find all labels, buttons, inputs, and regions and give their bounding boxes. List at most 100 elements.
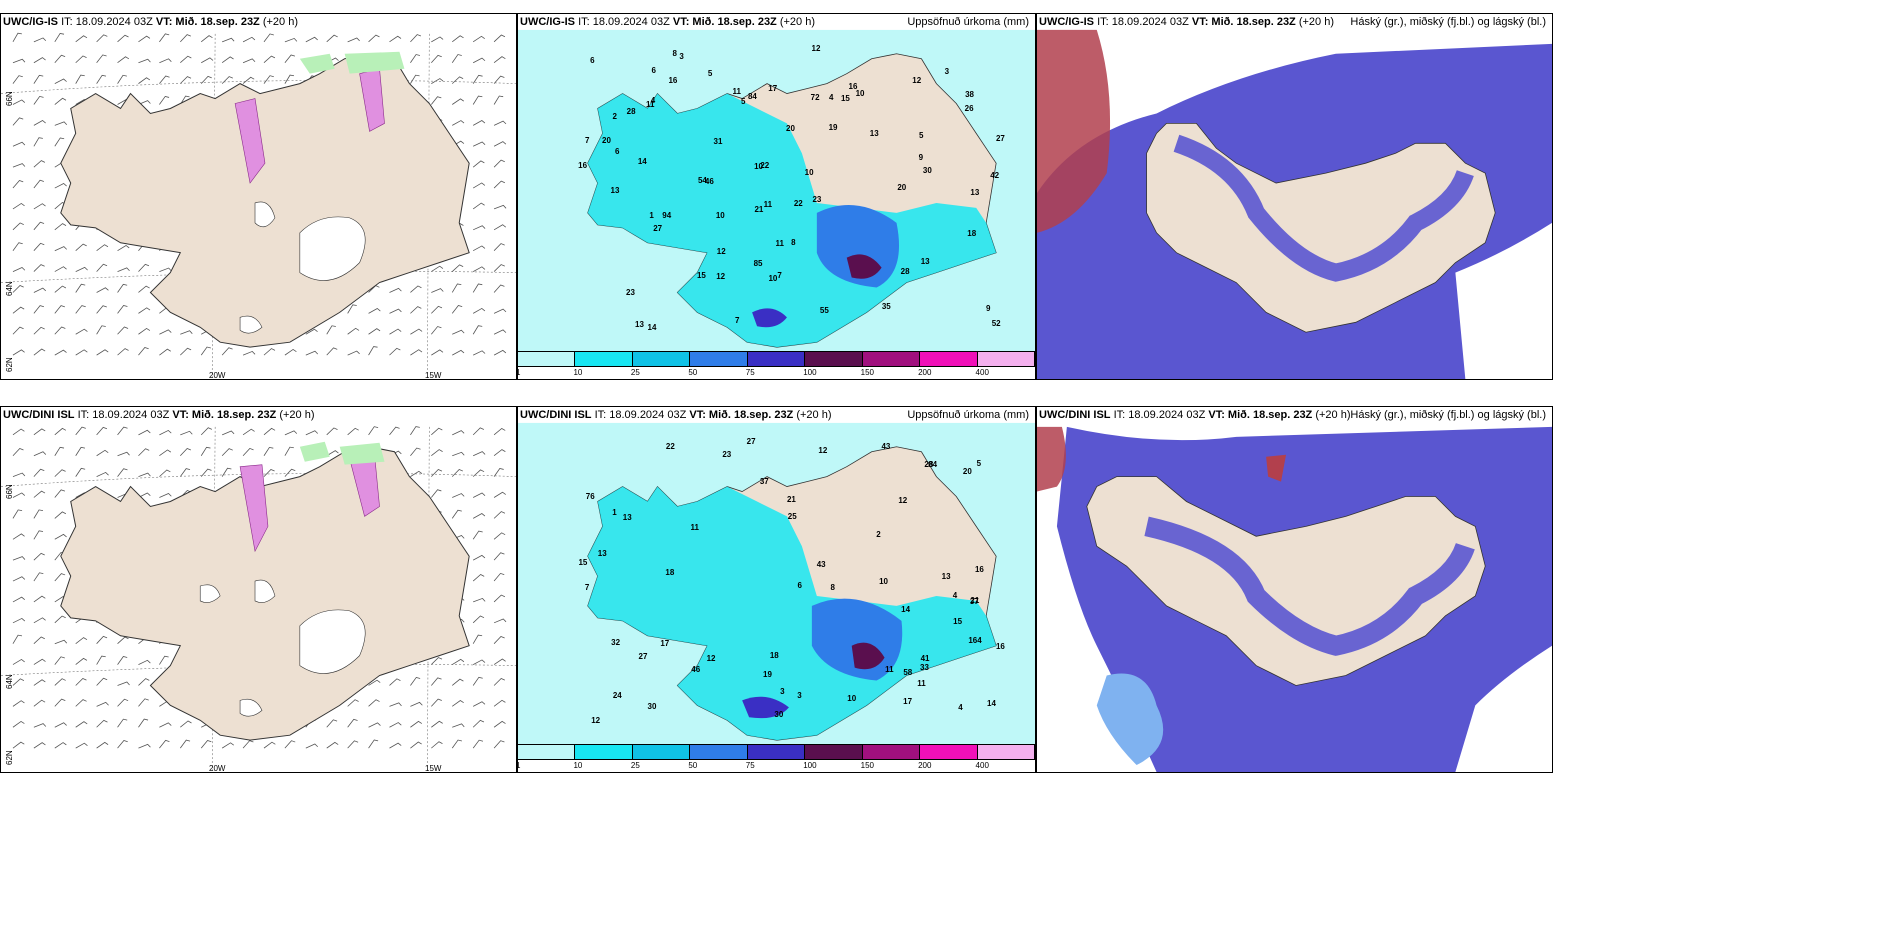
wind-barb (54, 489, 66, 498)
wind-barb (138, 718, 149, 728)
wind-barb (117, 283, 128, 293)
green-area (299, 441, 330, 462)
precip-value: 10 (847, 693, 857, 703)
wind-barb (472, 634, 483, 644)
wind-barb (493, 658, 506, 665)
wind-barb (452, 700, 464, 707)
wind-barb (493, 349, 507, 356)
lat-label: 64N (5, 281, 14, 296)
wind-barb (159, 449, 172, 457)
wind-barb (431, 288, 444, 293)
precip-field (587, 486, 997, 741)
wind-barb (431, 449, 443, 457)
wind-barb (410, 470, 423, 477)
wind-barb (33, 95, 44, 105)
valid-time: VT: Mið. 18.sep. 23Z (689, 409, 794, 421)
init-time: IT: 18.09.2024 03Z (1097, 16, 1189, 28)
wind-barb (159, 267, 172, 272)
wind-barb (472, 325, 483, 335)
precip-value: 28 (626, 106, 636, 116)
high-cloud (1266, 454, 1287, 482)
wind-barb (368, 722, 381, 728)
wind-barb (75, 243, 87, 251)
wind-barb (389, 287, 402, 293)
wind-barb (452, 451, 465, 457)
wind-barb (75, 467, 86, 477)
wind-barb (117, 740, 128, 749)
wind-barb (54, 615, 66, 624)
wind-barb (431, 741, 443, 749)
init-time: IT: 18.09.2024 03Z (61, 16, 153, 28)
wind-barb (221, 742, 235, 749)
wind-barb (75, 266, 88, 272)
panel-header: UWC/IG-IS IT: 18.09.2024 03Z VT: Mið. 18… (1039, 16, 1334, 28)
wind-barb (54, 533, 67, 540)
precip-value: 12 (591, 715, 601, 725)
wind-barb (180, 34, 191, 43)
precip-value: 12 (716, 246, 726, 256)
precip-value: 11 (763, 199, 773, 209)
wind-barb (179, 95, 190, 105)
lead-time: (+20 h) (279, 409, 315, 421)
wind-barb (12, 75, 23, 84)
wind-barb (431, 96, 442, 105)
wind-barb (117, 34, 129, 43)
wind-barb (75, 742, 88, 749)
wind-barb (75, 74, 85, 84)
wind-barb (431, 349, 444, 356)
wind-barb (138, 743, 151, 749)
wind-barb (138, 263, 150, 272)
precip-value: 10 (804, 167, 814, 177)
wind-barb (368, 679, 381, 686)
wind-barb (493, 243, 505, 251)
colorbar-tick: 150 (860, 761, 875, 770)
precip-value: 7 (584, 583, 590, 593)
wind-barb (410, 74, 420, 84)
precip-value: 27 (746, 437, 756, 447)
lat-label: 62N (5, 750, 14, 765)
colorbar-tick: 1 (518, 761, 520, 770)
precip-value: 15 (840, 94, 850, 104)
precip-value: 6 (651, 65, 656, 75)
wind-barb (12, 428, 25, 436)
panel-header: UWC/DINI ISL IT: 18.09.2024 03Z VT: Mið.… (520, 409, 832, 421)
wind-barb (242, 428, 255, 436)
precip-value: 7 (585, 135, 590, 145)
precip-value: 6 (797, 581, 802, 591)
wind-barb (33, 348, 46, 356)
wind-barb (138, 77, 151, 84)
precip-value: 33 (920, 663, 929, 673)
wind-barb (452, 349, 465, 356)
wind-barb (12, 180, 24, 189)
precip-value: 3 (780, 686, 785, 696)
colorbar-tick: 50 (688, 368, 698, 377)
model-name: UWC/IG-IS (1039, 16, 1094, 28)
colorbar-swatch (920, 352, 978, 366)
panel-header: UWC/IG-IS IT: 18.09.2024 03Z VT: Mið. 18… (520, 16, 815, 28)
wind-barb (96, 655, 106, 665)
precip-value: 9 (986, 303, 991, 313)
precip-value: 13 (970, 187, 980, 197)
panel-precip-top: UWC/IG-IS IT: 18.09.2024 03Z VT: Mið. 18… (517, 13, 1036, 380)
precip-value: 18 (967, 229, 977, 239)
wind-barb (96, 54, 107, 63)
wind-barb (472, 701, 486, 707)
wind-barb (431, 36, 444, 43)
colorbar-tick: 75 (745, 368, 755, 377)
wind-barb (201, 57, 214, 64)
precip-value: 46 (704, 176, 714, 186)
precip-value: 54 (697, 175, 707, 185)
wind-barb (284, 348, 297, 356)
wind-barb (138, 448, 150, 457)
precip-value: 52 (991, 318, 1001, 328)
lon-label: 20W (209, 371, 226, 380)
lon-label: 15W (425, 764, 442, 773)
wind-barb (54, 639, 68, 645)
wind-barb (284, 740, 296, 749)
wind-barb (12, 266, 26, 272)
wind-barb (54, 266, 67, 272)
precip-value: 7 (777, 271, 782, 281)
wind-barb (180, 330, 193, 335)
wind-barb (96, 471, 109, 477)
wind-barb (451, 469, 464, 477)
